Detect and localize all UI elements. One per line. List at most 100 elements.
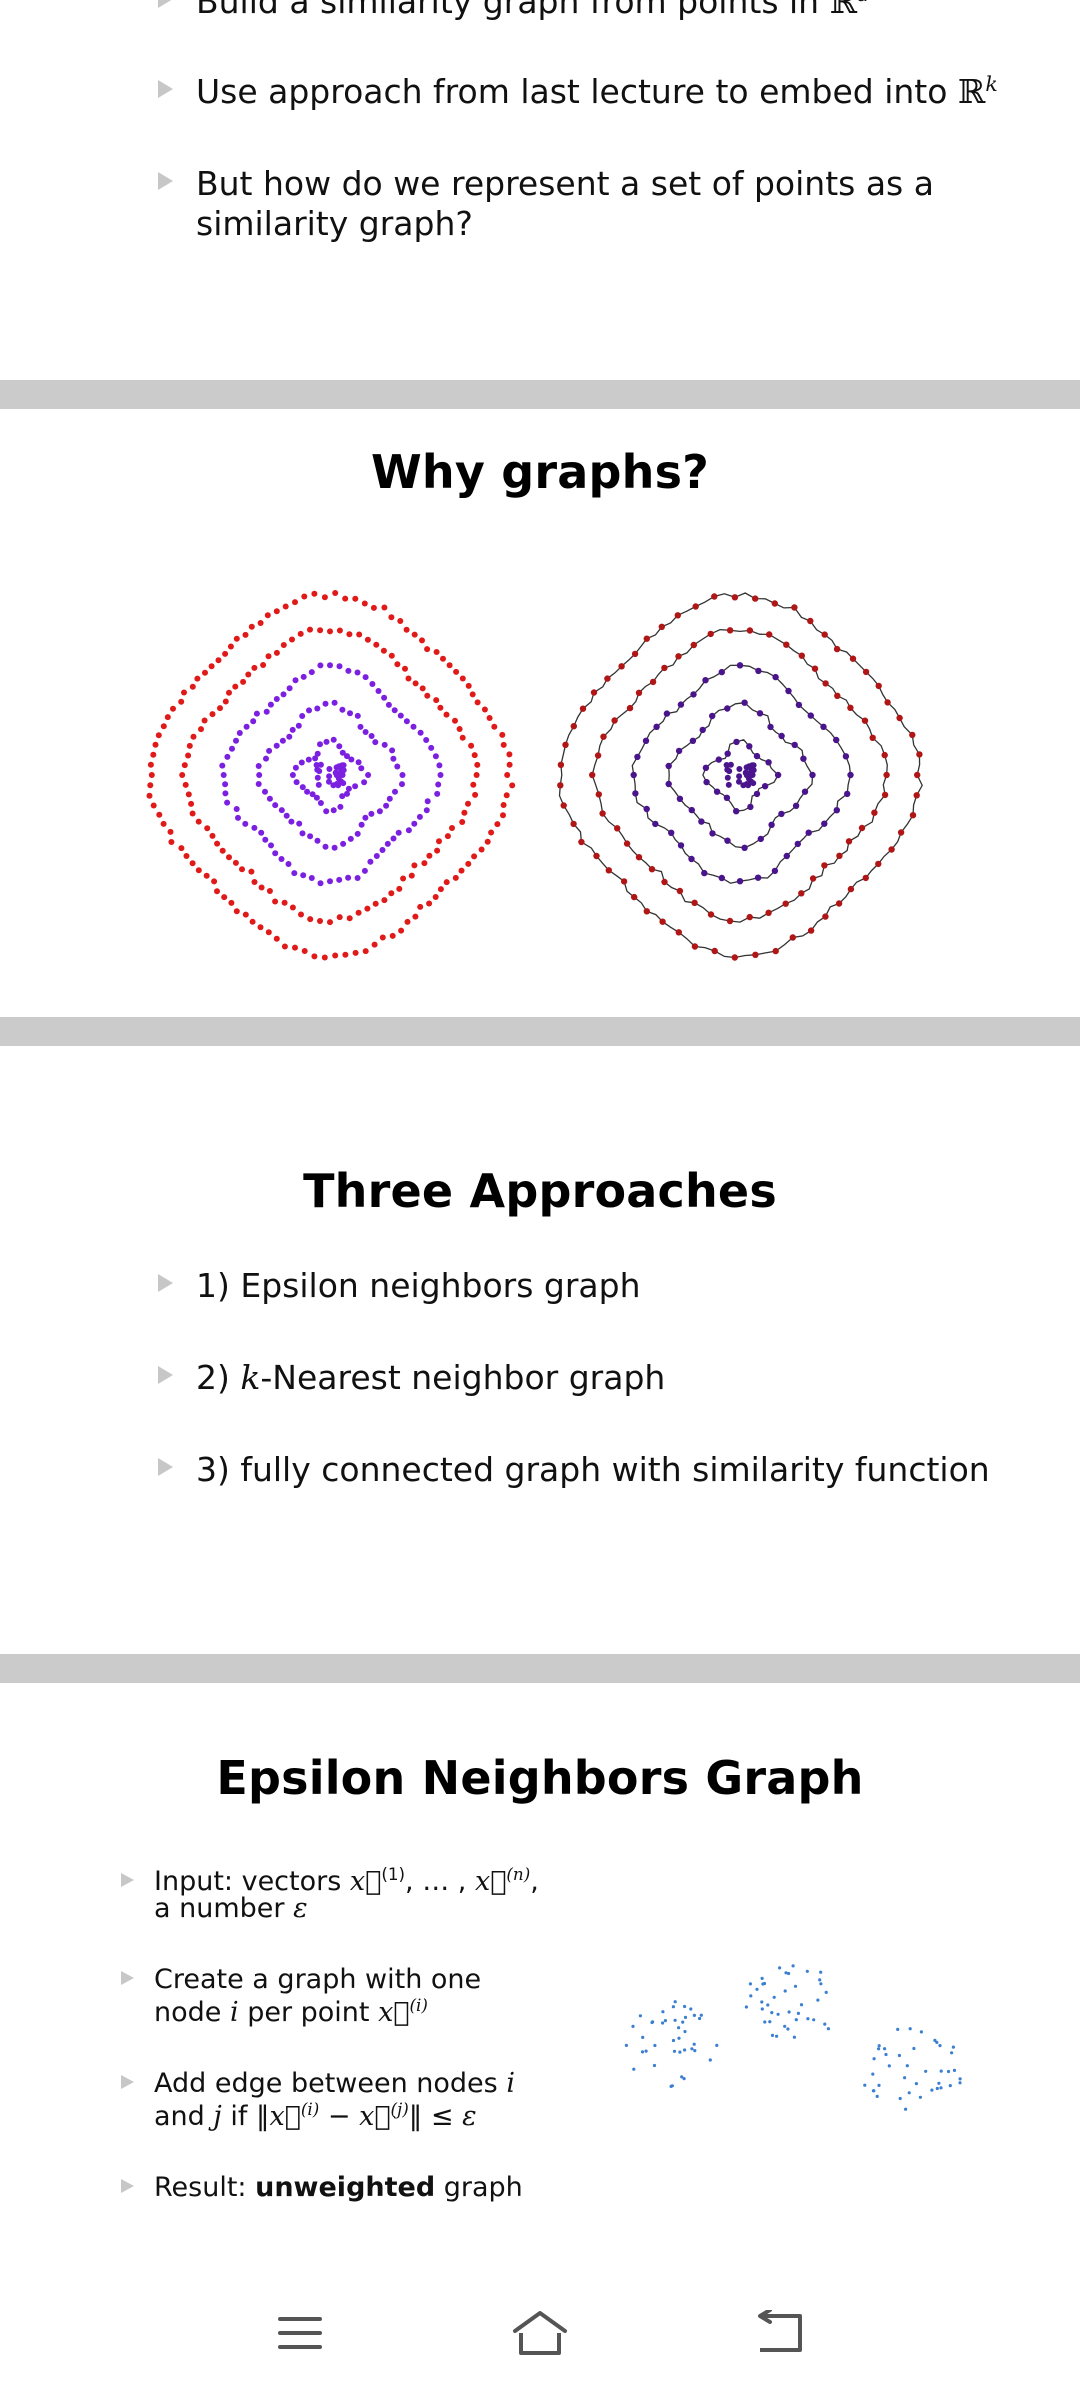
point — [222, 790, 229, 797]
point — [362, 948, 369, 955]
point — [224, 753, 231, 760]
scatter-point — [768, 2020, 772, 2024]
graph-node — [605, 867, 612, 874]
point — [458, 867, 465, 874]
point — [330, 782, 337, 789]
point — [236, 730, 243, 736]
scatter-point — [669, 2084, 673, 2088]
point — [345, 667, 352, 674]
point — [233, 908, 240, 915]
graph-node — [833, 645, 841, 653]
point — [317, 662, 324, 669]
point — [399, 781, 405, 788]
scatter-point — [877, 2047, 881, 2051]
point — [285, 861, 292, 867]
point — [481, 706, 488, 713]
point — [301, 948, 308, 954]
graph-node — [888, 846, 895, 853]
scatter-point — [699, 2013, 703, 2017]
point — [337, 803, 344, 810]
graph-node — [754, 874, 762, 881]
point — [437, 772, 444, 778]
point — [311, 953, 318, 960]
graph-node — [726, 917, 734, 925]
scatter-point — [680, 2075, 684, 2079]
approach-2: 2) k-Nearest neighbor graph — [158, 1358, 665, 1398]
back-button[interactable] — [720, 2266, 840, 2400]
point — [195, 867, 202, 874]
scatter-point — [690, 2047, 694, 2051]
point — [262, 788, 268, 795]
graph-node — [869, 734, 876, 741]
point — [258, 884, 265, 891]
graph-node — [811, 665, 819, 672]
graph-node — [702, 677, 709, 684]
point — [394, 661, 401, 668]
point — [503, 792, 510, 799]
point — [331, 699, 338, 706]
graph-node — [747, 803, 754, 811]
scatter-point — [631, 2024, 635, 2028]
graph-node — [833, 736, 840, 744]
point — [283, 812, 290, 819]
home-icon — [513, 2311, 567, 2355]
graph-node — [792, 802, 800, 809]
point — [355, 759, 362, 766]
slide-title: Epsilon Neighbors Graph — [216, 1751, 864, 1805]
point — [364, 636, 371, 643]
menu-button[interactable] — [240, 2266, 360, 2400]
point — [342, 951, 349, 958]
graph-node — [733, 808, 740, 815]
scatter-point — [641, 2035, 645, 2039]
bullet-2: Use approach from last lecture to embed … — [158, 72, 998, 112]
point — [217, 705, 223, 712]
point — [250, 718, 257, 725]
point — [386, 795, 393, 802]
point — [327, 628, 333, 635]
point — [226, 689, 232, 696]
point — [222, 698, 229, 705]
concentric-points-figure — [146, 590, 516, 961]
scatter-point — [778, 1966, 782, 1970]
graph-node — [820, 723, 827, 730]
point — [333, 764, 340, 771]
point — [219, 847, 226, 854]
point — [317, 918, 323, 924]
point — [410, 723, 417, 730]
scatter-point — [783, 1989, 787, 1993]
graph-node — [653, 723, 660, 730]
point — [375, 688, 382, 694]
point — [432, 753, 439, 760]
graph-node — [740, 782, 747, 789]
graph-node — [661, 878, 668, 886]
slide-separator — [0, 1654, 1080, 1683]
graph-node — [711, 947, 718, 955]
point — [286, 733, 293, 740]
point — [291, 870, 298, 877]
point — [436, 838, 442, 845]
graph-node — [643, 908, 650, 915]
point — [506, 761, 513, 768]
scatter-point — [772, 1995, 776, 1999]
point — [459, 819, 466, 825]
point — [356, 631, 363, 638]
graph-node — [768, 821, 775, 828]
home-button[interactable] — [480, 2266, 600, 2400]
point — [411, 631, 418, 638]
point — [370, 604, 377, 611]
point — [322, 700, 329, 707]
point — [390, 835, 397, 842]
point — [436, 762, 443, 769]
graph-node — [652, 820, 659, 828]
point — [222, 650, 229, 657]
point — [361, 600, 368, 607]
scatter-point — [918, 2095, 922, 2099]
scatter-point — [749, 1994, 753, 1998]
point — [317, 761, 324, 768]
scatter-point — [919, 2030, 923, 2034]
scatter-point — [818, 1978, 822, 1982]
point — [256, 772, 263, 778]
point — [352, 783, 359, 790]
point — [396, 885, 403, 892]
point — [233, 635, 240, 642]
